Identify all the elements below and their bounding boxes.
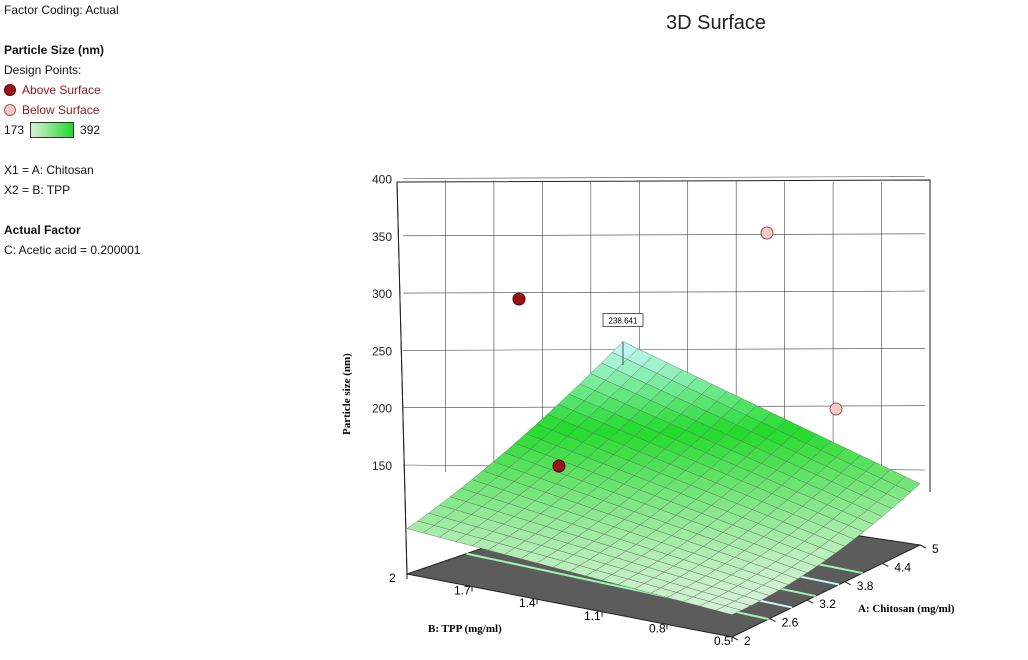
a-tick-label: 5 — [932, 542, 939, 556]
legend-below: Below Surface — [4, 100, 140, 120]
a-tick — [769, 618, 776, 623]
back-grid-h — [402, 348, 926, 351]
color-scale: 173 392 — [4, 120, 140, 140]
above-surface-marker — [4, 84, 16, 96]
response-surface — [406, 341, 921, 615]
back-grid-h — [402, 233, 926, 237]
surface-cell — [715, 605, 742, 615]
back-grid-h — [402, 290, 926, 294]
legend-above: Above Surface — [4, 80, 140, 100]
z-axis-label: Particle size (nm) — [341, 353, 353, 435]
a-tick-label: 3.2 — [819, 597, 836, 611]
a-axis-label: A: Chitosan (mg/ml) — [858, 603, 955, 615]
z-tick-label: 350 — [372, 230, 392, 244]
axes: 150 200 250 300 350 400 238.641 2 2.6 3.2 3.8 4.4 5 2… — [341, 173, 955, 649]
a-tick — [919, 544, 927, 549]
z-tick-label: 150 — [372, 459, 392, 473]
actual-factor-value: C: Acetic acid = 0.200001 — [4, 243, 141, 257]
b-tick-label: 2 — [389, 571, 396, 585]
b-tick-label: 0.8 — [649, 621, 666, 635]
z-tick-label: 200 — [372, 402, 392, 416]
annotation-label: 238.641 — [609, 317, 638, 326]
a-tick — [844, 581, 852, 586]
b-tick-label: 1.7 — [454, 584, 471, 598]
design-point-below — [829, 402, 843, 416]
scale-max: 392 — [80, 123, 101, 137]
b-tick-label: 1.4 — [519, 596, 536, 610]
scale-min: 173 — [4, 123, 25, 137]
a-tick-label: 2 — [744, 634, 751, 648]
design-point-above — [512, 292, 526, 306]
factor-coding: Factor Coding: Actual — [4, 3, 119, 17]
design-points — [512, 226, 843, 473]
b-axis-label: B: TPP (mg/ml) — [428, 623, 502, 635]
scale-gradient — [30, 122, 75, 138]
design-point-below — [760, 226, 774, 240]
annotation-box — [602, 313, 644, 328]
z-axis — [396, 181, 408, 575]
below-surface-marker — [4, 104, 16, 116]
design-point-above — [552, 459, 566, 473]
a-tick-label: 3.8 — [857, 579, 874, 593]
z-tick-label: 250 — [372, 344, 392, 358]
design-points-label: Design Points: — [4, 63, 82, 77]
a-tick — [731, 636, 739, 641]
below-surface-label: Below Surface — [22, 103, 100, 117]
a-tick — [806, 599, 814, 604]
legend-panel: Factor Coding: Actual Particle Size (nm)… — [4, 0, 140, 260]
above-surface-label: Above Surface — [22, 83, 101, 97]
a-tick-label: 4.4 — [894, 560, 911, 574]
back-grid-h — [402, 176, 926, 179]
actual-factor-heading: Actual Factor — [4, 223, 81, 237]
a-tick-label: 2.6 — [782, 616, 799, 630]
b-tick-label: 1.1 — [584, 609, 601, 623]
response-name: Particle Size (nm) — [4, 43, 105, 57]
a-tick — [882, 562, 889, 567]
b-tick-label: 0.5 — [714, 634, 731, 648]
x2-definition: X2 = B: TPP — [4, 183, 71, 197]
chart-title: 3D Surface — [666, 12, 767, 34]
z-tick-label: 300 — [372, 287, 392, 301]
z-tick-label: 400 — [372, 173, 392, 187]
x1-definition: X1 = A: Chitosan — [4, 163, 94, 177]
